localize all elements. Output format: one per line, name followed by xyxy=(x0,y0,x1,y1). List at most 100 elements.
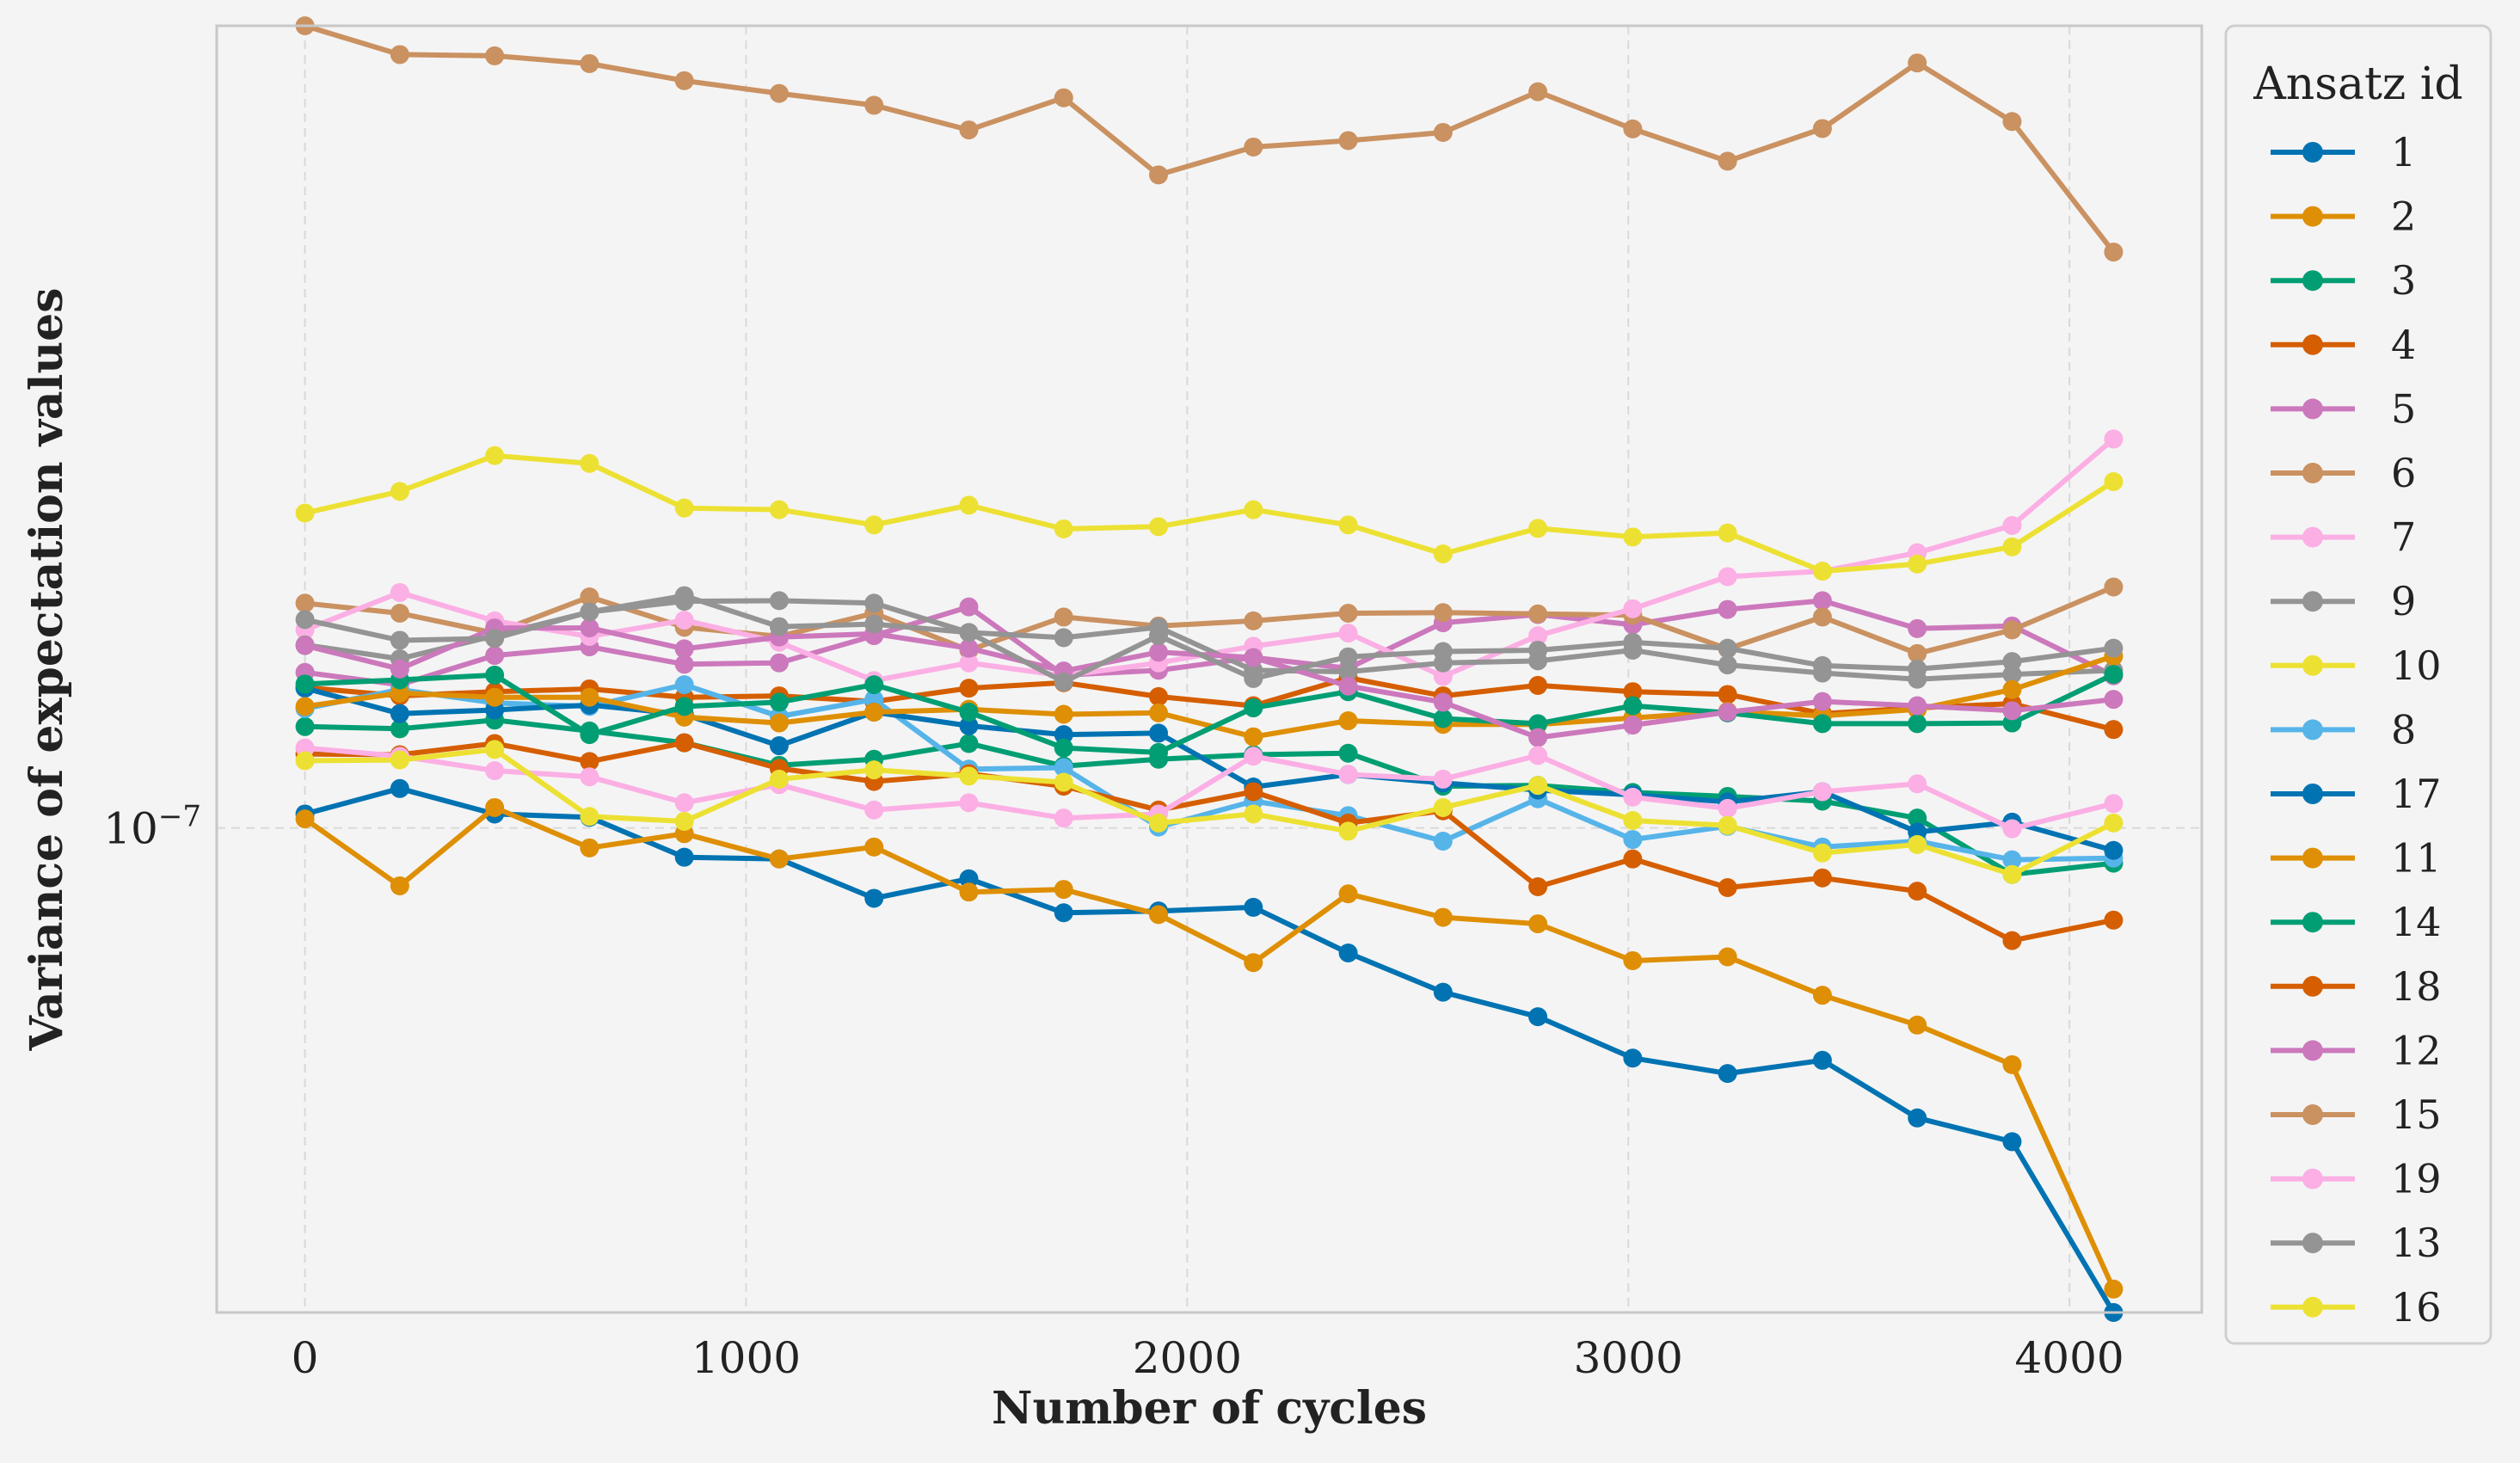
data-point xyxy=(959,703,979,722)
data-point xyxy=(1812,868,1832,888)
data-point xyxy=(1623,849,1643,869)
data-point xyxy=(1623,119,1643,138)
data-point xyxy=(1433,692,1453,712)
data-point xyxy=(864,593,884,613)
data-point xyxy=(2104,638,2124,658)
legend-marker xyxy=(2302,1040,2323,1061)
legend-marker xyxy=(2302,719,2323,741)
data-point xyxy=(2002,515,2022,535)
data-point xyxy=(295,751,315,771)
legend-item-12: 12 xyxy=(2271,1027,2442,1073)
data-point xyxy=(1149,703,1169,722)
data-point xyxy=(2104,840,2124,860)
data-point xyxy=(674,498,694,518)
series-15 xyxy=(295,16,2124,262)
data-point xyxy=(2104,794,2124,814)
tick-labels: 0 1000 2000 3000 4000 10−7 xyxy=(103,800,2124,1383)
data-point xyxy=(1433,907,1453,927)
data-point xyxy=(1054,903,1073,923)
data-point xyxy=(1433,603,1453,623)
data-point xyxy=(1149,686,1169,706)
data-point xyxy=(1338,131,1358,151)
data-point xyxy=(1244,804,1263,824)
data-point xyxy=(1908,659,1927,679)
data-point xyxy=(1338,944,1358,963)
data-point xyxy=(580,453,599,473)
data-point xyxy=(1244,747,1263,766)
data-point xyxy=(1338,884,1358,904)
data-point xyxy=(959,766,979,786)
data-point xyxy=(1338,603,1358,623)
data-point xyxy=(1812,1050,1832,1070)
data-point xyxy=(864,95,884,115)
data-point xyxy=(1149,626,1169,646)
data-point xyxy=(1718,685,1737,704)
data-point xyxy=(674,71,694,90)
data-point xyxy=(674,733,694,753)
data-point xyxy=(1718,655,1737,675)
data-point xyxy=(1149,905,1169,925)
data-point xyxy=(959,793,979,813)
series-line xyxy=(304,598,2115,688)
data-point xyxy=(1244,648,1263,667)
data-point xyxy=(1244,698,1263,718)
data-point xyxy=(485,797,505,817)
legend-label: 9 xyxy=(2391,578,2416,624)
data-point xyxy=(485,665,505,685)
data-point xyxy=(1528,82,1548,101)
legend-label: 14 xyxy=(2391,899,2442,945)
legend-box xyxy=(2224,24,2492,1345)
data-point xyxy=(1054,672,1073,692)
y-axis-label: Variance of expectation values xyxy=(21,287,73,1051)
data-point xyxy=(1718,638,1737,658)
data-point xyxy=(1054,880,1073,900)
data-point xyxy=(1244,668,1263,688)
data-point xyxy=(295,636,315,655)
data-point xyxy=(1149,723,1169,743)
data-point xyxy=(1812,692,1832,711)
data-point xyxy=(1623,599,1643,618)
data-point xyxy=(959,638,979,658)
data-point xyxy=(1908,714,1927,734)
data-point xyxy=(1718,1064,1737,1084)
data-point xyxy=(1149,742,1169,762)
data-point xyxy=(485,740,505,759)
data-point xyxy=(2104,665,2124,685)
data-point xyxy=(1623,787,1643,807)
y-tick-label: 10−7 xyxy=(103,800,201,854)
data-point xyxy=(2104,690,2124,710)
data-point xyxy=(1528,675,1548,695)
data-point xyxy=(1718,878,1737,898)
data-point xyxy=(580,618,599,638)
data-point xyxy=(2104,577,2124,597)
data-point xyxy=(1908,882,1927,901)
data-point xyxy=(295,674,315,694)
data-point xyxy=(580,725,599,745)
data-point xyxy=(1623,682,1643,702)
data-point xyxy=(1244,611,1263,630)
data-point xyxy=(959,120,979,140)
data-point xyxy=(1908,53,1927,73)
data-point xyxy=(674,675,694,695)
data-point xyxy=(1812,782,1832,802)
data-point xyxy=(769,692,789,712)
data-point xyxy=(1623,1048,1643,1068)
x-tick-label: 0 xyxy=(292,1333,319,1383)
series-line xyxy=(304,593,2114,685)
legend-item-18: 18 xyxy=(2271,963,2442,1010)
legend-marker xyxy=(2302,912,2323,933)
data-point xyxy=(1244,953,1263,973)
data-point xyxy=(1528,626,1548,646)
data-point xyxy=(1812,591,1832,611)
data-point xyxy=(1812,607,1832,627)
data-point xyxy=(1054,704,1073,724)
legend-marker xyxy=(2302,206,2323,227)
series-2 xyxy=(295,797,2124,1299)
data-point xyxy=(1908,808,1927,828)
legend-item-6: 6 xyxy=(2271,450,2416,496)
legend-item-9: 9 xyxy=(2271,578,2416,624)
data-point xyxy=(1718,523,1737,543)
data-point xyxy=(2002,850,2022,870)
series-line xyxy=(304,747,2115,877)
